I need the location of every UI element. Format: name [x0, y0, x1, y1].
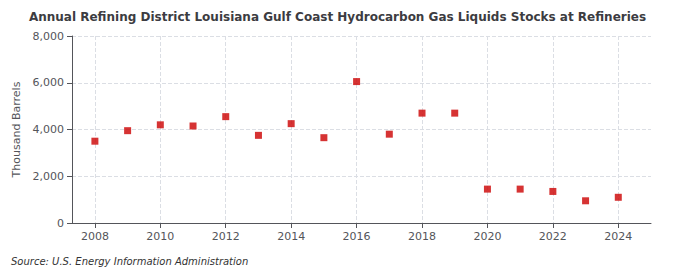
- svg-text:2010: 2010: [146, 230, 174, 243]
- svg-text:Source: U.S. Energy Informatio: Source: U.S. Energy Information Administ…: [11, 256, 248, 267]
- svg-text:2,000: 2,000: [33, 170, 65, 183]
- svg-text:8,000: 8,000: [33, 30, 65, 43]
- svg-text:2016: 2016: [343, 230, 371, 243]
- svg-text:2018: 2018: [408, 230, 436, 243]
- svg-text:Thousand Barrels: Thousand Barrels: [10, 81, 23, 178]
- svg-text:Annual Refining District Louis: Annual Refining District Louisiana Gulf …: [29, 10, 646, 24]
- svg-text:2020: 2020: [473, 230, 501, 243]
- svg-text:2022: 2022: [539, 230, 567, 243]
- svg-text:0: 0: [57, 217, 64, 230]
- svg-text:2012: 2012: [212, 230, 240, 243]
- svg-text:4,000: 4,000: [33, 123, 65, 136]
- svg-text:6,000: 6,000: [33, 76, 65, 89]
- svg-text:2008: 2008: [81, 230, 109, 243]
- svg-text:2024: 2024: [604, 230, 632, 243]
- svg-text:2014: 2014: [277, 230, 305, 243]
